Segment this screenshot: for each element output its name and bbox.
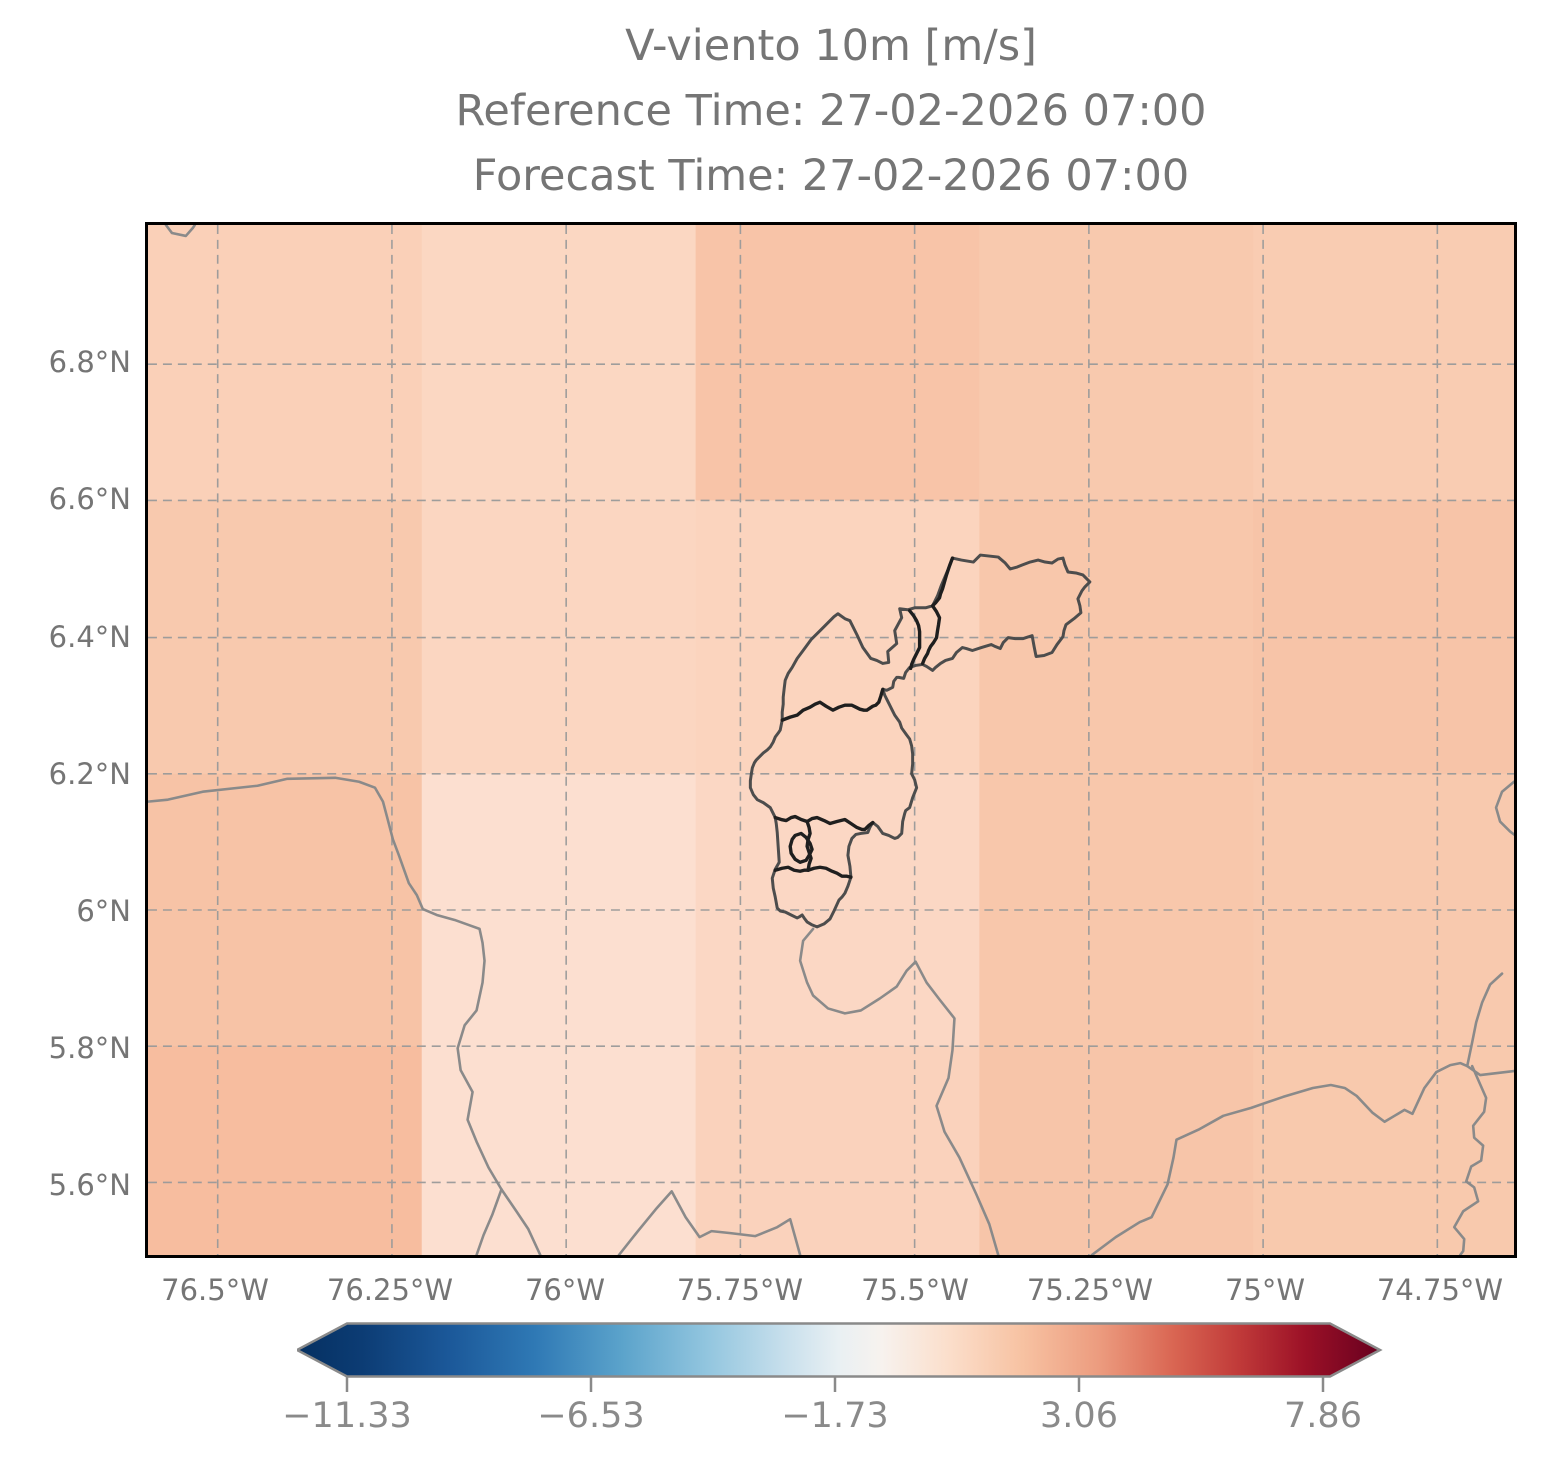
heatmap-cell (695, 225, 981, 502)
y-tick-label: 6.6°N (48, 482, 131, 516)
colorbar-tick-label: 7.86 (1284, 1396, 1362, 1436)
department-boundaries (148, 225, 1514, 1255)
department-boundary-line (1494, 780, 1514, 836)
figure-title-block: V-viento 10m [m/s] Reference Time: 27-02… (145, 14, 1517, 209)
municipality-inner-boundary (788, 831, 814, 864)
municipality-inner-boundary (773, 814, 875, 832)
colorbar-tick-label: −1.73 (781, 1396, 889, 1436)
y-tick-label: 5.8°N (48, 1031, 131, 1065)
heatmap-cell (1253, 773, 1514, 1048)
y-tick-label: 6.8°N (48, 345, 131, 379)
municipality-inner-boundary (907, 609, 922, 671)
y-tick-label: 6°N (76, 894, 131, 928)
department-boundary-line (148, 776, 542, 1255)
heatmap-cell (695, 1046, 981, 1255)
y-tick-label: 6.2°N (48, 757, 131, 791)
figure-title: V-viento 10m [m/s] (625, 21, 1037, 71)
colorbar-tick-label: 3.06 (1040, 1396, 1118, 1436)
municipality-outer-boundary (748, 553, 1092, 929)
colorbar-tick-label: −11.33 (282, 1396, 412, 1436)
colorbar-tick-label: −6.53 (537, 1396, 645, 1436)
department-boundary-line (164, 225, 197, 238)
map-canvas (148, 225, 1514, 1255)
department-boundary-line (617, 1190, 802, 1255)
colorbar-tick-marks (345, 1377, 1325, 1392)
graticule (148, 225, 1514, 1255)
heatmap-cell (1253, 225, 1514, 502)
forecast-time-line: Forecast Time: 27-02-2026 07:00 (472, 151, 1190, 201)
reference-time-line: Reference Time: 27-02-2026 07:00 (455, 86, 1207, 136)
x-tick-label: 75.5°W (861, 1273, 969, 1307)
y-tick-label: 5.6°N (48, 1168, 131, 1202)
colorbar-gradient-bar (294, 1322, 1383, 1392)
x-tick-label: 75.75°W (676, 1273, 804, 1307)
department-boundary-line (1465, 972, 1514, 1077)
municipality-boundaries (748, 553, 1092, 929)
municipality-inner-boundary (805, 819, 813, 872)
heatmap-cell (979, 1046, 1255, 1255)
department-boundary-line (798, 927, 1000, 1255)
department-boundary-line (1452, 1064, 1488, 1255)
municipality-inner-boundary (920, 604, 942, 666)
y-tick-label: 6.4°N (48, 620, 131, 654)
colorbar (294, 1322, 1397, 1397)
heatmap-cell (979, 225, 1255, 502)
municipality-inner-boundary (773, 865, 853, 879)
heatmap-cell (148, 225, 423, 502)
x-tick-label: 76.25°W (326, 1273, 454, 1307)
municipality-inner-boundary (780, 687, 885, 722)
x-tick-label: 75.25°W (1026, 1273, 1154, 1307)
map-plot-area (145, 222, 1517, 1258)
department-boundary-line (1090, 1061, 1469, 1255)
department-boundary-line (475, 1188, 503, 1255)
x-tick-label: 76°W (524, 1273, 606, 1307)
heatmap-cell (1253, 500, 1514, 775)
colorbar-arrow-polygon (294, 1322, 1383, 1378)
x-tick-label: 76.5°W (161, 1273, 269, 1307)
x-tick-label: 74.75°W (1376, 1273, 1504, 1307)
heatmap-cell (148, 1046, 423, 1255)
heatmap-cell (421, 225, 697, 502)
heatmap-cell (421, 1046, 697, 1255)
x-tick-label: 75°W (1224, 1273, 1306, 1307)
heatmap-cells (148, 225, 1514, 1255)
municipality-inner-boundary (930, 556, 955, 608)
heatmap-cell (1253, 1046, 1514, 1255)
